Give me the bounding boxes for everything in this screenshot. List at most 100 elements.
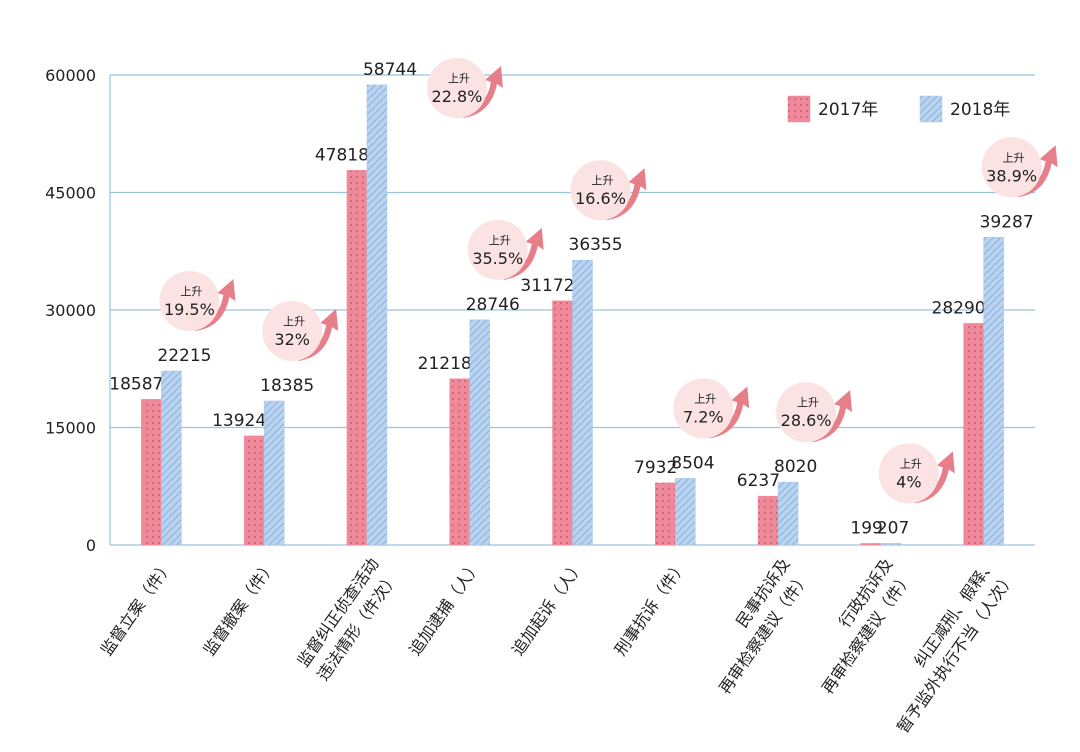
value-label: 199 (850, 518, 882, 538)
badge-arrow (1017, 145, 1058, 198)
bar (572, 259, 593, 546)
value-label: 21218 (418, 354, 472, 374)
badge-circle (467, 219, 528, 280)
badge-value: 38.9% (986, 166, 1037, 185)
badge-value: 28.6% (781, 411, 832, 430)
legend-swatch (919, 95, 943, 123)
badge-arrow (462, 66, 503, 118)
x-tick-line: 追加逮捕（人） (405, 556, 485, 659)
bar (860, 543, 882, 546)
value-label: 18385 (260, 376, 314, 396)
bar (552, 300, 573, 546)
change-badge: 上升 22.8% (426, 58, 503, 118)
badge-circle (262, 300, 323, 361)
legend-label: 2017年 (818, 100, 878, 120)
x-tick-label: 监督撤案（件） (200, 556, 280, 659)
badge-label: 上升 (797, 396, 819, 409)
value-label: 47818 (315, 145, 369, 165)
badge-arrow (606, 168, 647, 221)
y-tick-label: 0 (86, 536, 96, 555)
value-label: 58744 (363, 60, 417, 80)
bar (243, 435, 265, 546)
value-label: 28290 (932, 298, 986, 318)
badge-label: 上升 (900, 457, 922, 470)
value-label: 8504 (671, 453, 714, 473)
change-badge: 上升 38.9% (981, 137, 1058, 198)
change-badge: 上升 16.6% (570, 160, 647, 221)
badge-arrow (812, 390, 853, 443)
legend-swatch (787, 95, 811, 123)
bar (655, 482, 676, 546)
bar (141, 399, 162, 546)
badge-label: 上升 (180, 285, 202, 298)
bar (675, 478, 696, 546)
x-tick-line: 刑事抗诉（件） (611, 556, 691, 659)
bar (983, 237, 1004, 546)
change-badge: 上升 19.5% (159, 270, 236, 331)
x-tick-label: 追加逮捕（人） (405, 556, 485, 659)
badge-label: 上升 (489, 234, 511, 247)
x-tick-line: 追加起诉（人） (508, 556, 588, 659)
x-tick-label: 监督纠正侦查活动违法情形（件次） (294, 555, 403, 685)
badge-circle (159, 270, 220, 331)
badge-value: 7.2% (683, 407, 724, 426)
value-label: 39287 (980, 212, 1034, 232)
value-label: 22215 (157, 346, 211, 366)
badge-value: 32% (274, 330, 310, 349)
bar (263, 400, 285, 546)
badge-arrow (298, 308, 339, 361)
value-label: 6237 (737, 471, 780, 491)
value-label: 13924 (212, 411, 266, 431)
badge-circle (426, 58, 487, 118)
bar (449, 378, 470, 546)
badge-circle (878, 443, 939, 504)
y-tick-label: 60000 (45, 66, 96, 85)
x-tick-label: 监督立案（件） (97, 556, 177, 659)
bar (346, 170, 368, 546)
badge-value: 19.5% (164, 300, 215, 319)
badge-circle (776, 382, 837, 443)
badge-label: 上升 (592, 174, 614, 187)
badge-value: 4% (896, 472, 921, 491)
x-tick-label: 刑事抗诉（件） (611, 556, 691, 659)
change-badge: 上升 7.2% (673, 378, 750, 439)
change-badge: 上升 28.6% (776, 382, 853, 443)
x-tick-line: 监督撤案（件） (200, 556, 280, 659)
x-tick-label: 行政抗诉及再审检察建议（件） (798, 555, 916, 698)
value-label: 18587 (109, 374, 163, 394)
badge-arrow (709, 386, 750, 439)
badge-value: 35.5% (472, 249, 523, 268)
y-tick-label: 45000 (45, 184, 96, 203)
badge-arrow (914, 451, 955, 504)
bar (366, 84, 388, 546)
x-tick-label: 追加起诉（人） (508, 556, 588, 659)
value-label: 207 (877, 518, 909, 538)
badge-label: 上升 (448, 72, 470, 85)
badge-arrow (195, 278, 236, 331)
bar (963, 323, 984, 546)
legend-label: 2018年 (950, 100, 1010, 120)
y-tick-label: 30000 (45, 301, 96, 320)
badge-circle (570, 160, 631, 221)
badge-circle (673, 378, 734, 439)
bar (777, 481, 799, 546)
badge-arrow (503, 227, 544, 280)
value-label: 31172 (520, 276, 574, 296)
value-label: 7932 (634, 458, 677, 478)
x-tick-line: 监督立案（件） (97, 556, 177, 659)
x-tick-label: 民事抗诉及再审检察建议（件） (696, 555, 814, 698)
value-label: 36355 (569, 235, 623, 255)
badge-label: 上升 (694, 392, 716, 405)
badge-label: 上升 (283, 315, 305, 328)
badge-label: 上升 (1003, 151, 1025, 164)
value-label: 8020 (774, 457, 817, 477)
change-badge: 上升 35.5% (467, 219, 544, 280)
bar (880, 543, 902, 546)
badge-value: 16.6% (575, 189, 626, 208)
change-badge: 上升 4% (878, 443, 955, 504)
badge-circle (981, 137, 1042, 198)
value-label: 28746 (466, 295, 520, 315)
change-badge: 上升 32% (262, 300, 339, 361)
bar (469, 319, 490, 546)
